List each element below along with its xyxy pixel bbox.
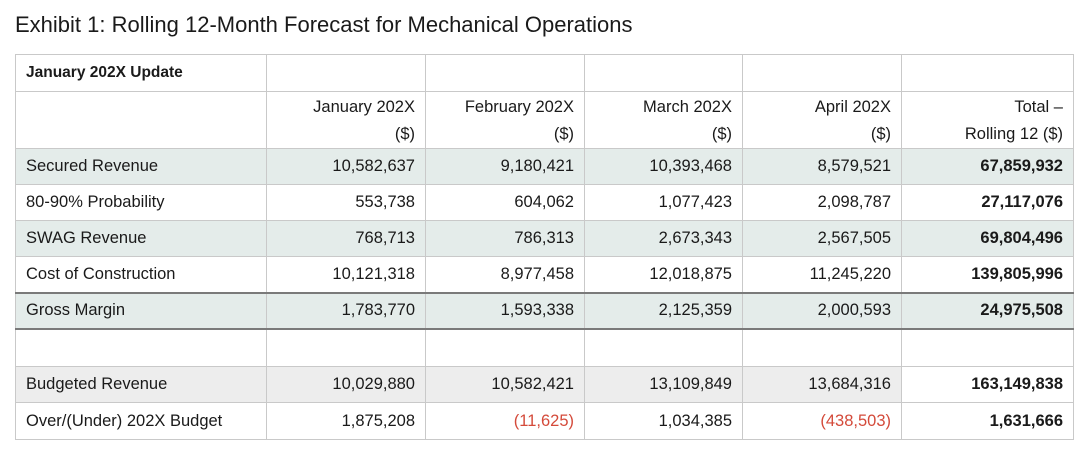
table-row-swag-revenue: SWAG Revenue 768,713 786,313 2,673,343 2… [15, 220, 1074, 257]
cell-april-negative: (438,503) [742, 402, 902, 440]
row-label: Secured Revenue [15, 148, 267, 185]
table-row-probability: 80-90% Probability 553,738 604,062 1,077… [15, 184, 1074, 221]
cell-march: 10,393,468 [584, 148, 743, 185]
empty-cell [425, 328, 585, 367]
row-label: Over/(Under) 202X Budget [15, 402, 267, 440]
cell-february: 786,313 [425, 220, 585, 257]
table-row-spacer [15, 328, 1074, 367]
cell-march: 2,125,359 [584, 291, 743, 330]
cell-march: 1,034,385 [584, 402, 743, 440]
table-row-cost-of-construction: Cost of Construction 10,121,318 8,977,45… [15, 256, 1074, 293]
cell-april: 2,567,505 [742, 220, 902, 257]
cell-february: 8,977,458 [425, 256, 585, 293]
cell-january: 10,029,880 [266, 366, 426, 403]
column-header-total: Total – Rolling 12 ($) [901, 91, 1074, 149]
cell-january: 768,713 [266, 220, 426, 257]
cell-january: 1,783,770 [266, 291, 426, 330]
update-header-row: January 202X Update [15, 54, 1074, 92]
cell-april: 11,245,220 [742, 256, 902, 293]
cell-april: 8,579,521 [742, 148, 902, 185]
cell-february: 1,593,338 [425, 291, 585, 330]
table-row-over-under-budget: Over/(Under) 202X Budget 1,875,208 (11,6… [15, 402, 1074, 440]
cell-february: 10,582,421 [425, 366, 585, 403]
cell-april: 2,098,787 [742, 184, 902, 221]
empty-cell [742, 328, 902, 367]
exhibit-title: Exhibit 1: Rolling 12-Month Forecast for… [15, 12, 633, 37]
empty-cell [742, 54, 902, 92]
cell-february-negative: (11,625) [425, 402, 585, 440]
empty-cell [266, 54, 426, 92]
cell-total: 67,859,932 [901, 148, 1074, 185]
cell-total: 1,631,666 [901, 402, 1074, 440]
cell-march: 13,109,849 [584, 366, 743, 403]
column-header-april: April 202X ($) [742, 91, 902, 149]
row-label: Cost of Construction [15, 256, 267, 293]
row-label: SWAG Revenue [15, 220, 267, 257]
column-header-row: January 202X ($) February 202X ($) March… [15, 91, 1074, 149]
cell-march: 2,673,343 [584, 220, 743, 257]
empty-cell [15, 328, 267, 367]
empty-cell [15, 91, 267, 149]
cell-january: 10,582,637 [266, 148, 426, 185]
cell-total: 163,149,838 [901, 366, 1074, 403]
update-label: January 202X Update [15, 54, 267, 92]
table-row-secured-revenue: Secured Revenue 10,582,637 9,180,421 10,… [15, 148, 1074, 185]
cell-february: 604,062 [425, 184, 585, 221]
cell-april: 2,000,593 [742, 291, 902, 330]
empty-cell [901, 328, 1074, 367]
row-label: Budgeted Revenue [15, 366, 267, 403]
cell-total: 27,117,076 [901, 184, 1074, 221]
cell-january: 553,738 [266, 184, 426, 221]
empty-cell [584, 54, 743, 92]
forecast-table: January 202X Update January 202X ($) Feb… [15, 54, 1074, 440]
cell-march: 12,018,875 [584, 256, 743, 293]
column-header-january: January 202X ($) [266, 91, 426, 149]
cell-april: 13,684,316 [742, 366, 902, 403]
cell-total: 24,975,508 [901, 291, 1074, 330]
cell-total: 69,804,496 [901, 220, 1074, 257]
column-header-march: March 202X ($) [584, 91, 743, 149]
cell-january: 1,875,208 [266, 402, 426, 440]
table-row-budgeted-revenue: Budgeted Revenue 10,029,880 10,582,421 1… [15, 366, 1074, 403]
cell-february: 9,180,421 [425, 148, 585, 185]
cell-march: 1,077,423 [584, 184, 743, 221]
row-label: Gross Margin [15, 291, 267, 330]
empty-cell [901, 54, 1074, 92]
column-header-february: February 202X ($) [425, 91, 585, 149]
empty-cell [425, 54, 585, 92]
empty-cell [584, 328, 743, 367]
cell-total: 139,805,996 [901, 256, 1074, 293]
table-row-gross-margin: Gross Margin 1,783,770 1,593,338 2,125,3… [15, 291, 1074, 330]
cell-january: 10,121,318 [266, 256, 426, 293]
row-label: 80-90% Probability [15, 184, 267, 221]
empty-cell [266, 328, 426, 367]
